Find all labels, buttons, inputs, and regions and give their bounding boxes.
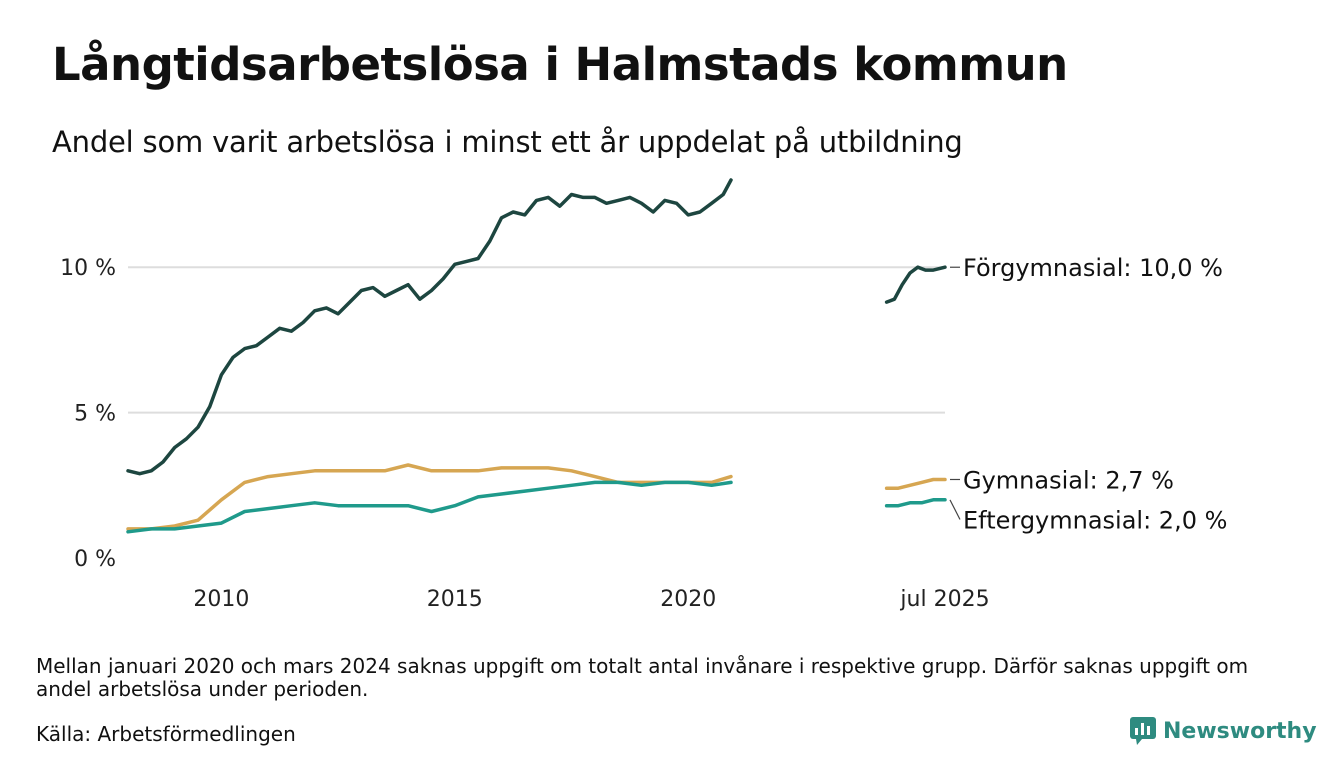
series-line-eftergymnasial (884, 498, 947, 508)
source-note: Källa: Arbetsförmedlingen (36, 722, 296, 746)
brand-logo: Newsworthy (1130, 717, 1317, 745)
y-tick-label: 0 % (74, 547, 116, 572)
series-label-gymnasial: Gymnasial: 2,7 % (963, 466, 1174, 494)
brand-name: Newsworthy (1163, 718, 1317, 744)
series-line-gymnasial (126, 463, 733, 531)
series-label-förgymnasial: Förgymnasial: 10,0 % (963, 254, 1223, 282)
chart-subtitle: Andel som varit arbetslösa i minst ett å… (52, 125, 963, 159)
label-leader-line (949, 499, 961, 520)
y-tick-label: 5 % (74, 402, 116, 427)
newsworthy-logo-icon (1130, 717, 1156, 745)
series-line-gymnasial (884, 477, 947, 490)
series-label-eftergymnasial: Eftergymnasial: 2,0 % (963, 506, 1227, 534)
x-tick-label: 2015 (427, 587, 483, 612)
x-tick-label: 2020 (660, 587, 716, 612)
series-line-förgymnasial (884, 265, 947, 304)
x-tick-label: jul 2025 (899, 587, 989, 612)
y-tick-label: 10 % (60, 256, 116, 281)
series-line-förgymnasial (126, 178, 733, 476)
chart-title: Långtidsarbetslösa i Halmstads kommun (52, 38, 1068, 91)
footnote: Mellan januari 2020 och mars 2024 saknas… (36, 654, 1249, 701)
line-chart: 0 % 5 % 10 % 2010 2015 2020 jul 2025 Förgymnasi… (60, 178, 1227, 612)
series-line-eftergymnasial (126, 480, 733, 534)
x-tick-label: 2010 (193, 587, 249, 612)
